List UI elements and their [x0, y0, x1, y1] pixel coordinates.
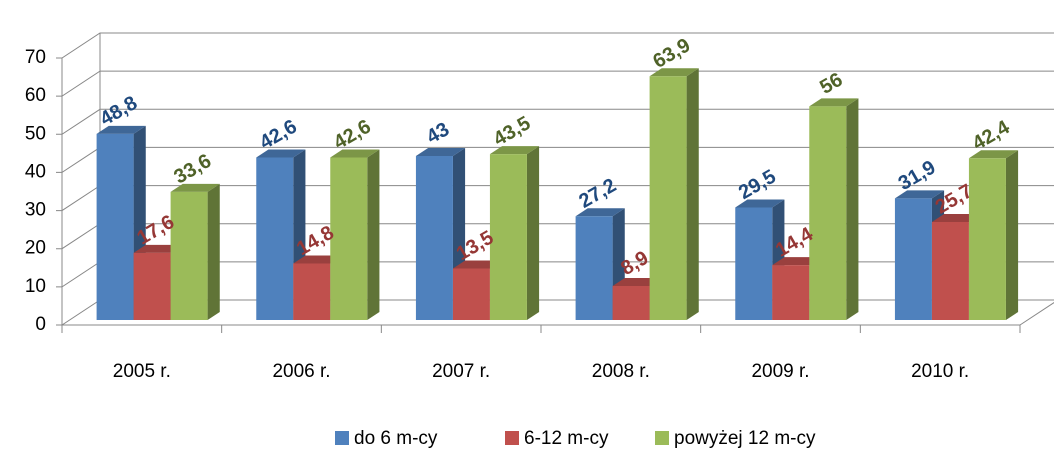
- bar-face: [452, 268, 490, 320]
- bar-face: [612, 278, 662, 287]
- bar-face: [170, 191, 208, 320]
- legend-label: do 6 m-cy: [354, 428, 438, 449]
- bar-face: [649, 76, 687, 320]
- y-tick-label: 20: [25, 238, 46, 259]
- bar-face: [256, 149, 306, 158]
- floor-edge: [1019, 302, 1054, 326]
- bar: [649, 68, 699, 320]
- bar-face: [846, 98, 859, 321]
- bar-face: [256, 157, 294, 320]
- value-label: 42,4: [969, 116, 1014, 155]
- bar-face: [772, 265, 810, 320]
- x-tick-label: 2010 r.: [911, 361, 969, 382]
- legend-swatch: [655, 431, 669, 445]
- grid-line: [56, 185, 1054, 212]
- bar-face: [686, 68, 699, 320]
- bar-face: [330, 149, 380, 158]
- bar: [489, 146, 540, 320]
- bar-face: [526, 146, 540, 320]
- value-label: 31,9: [895, 156, 940, 195]
- bar-face: [415, 155, 453, 320]
- value-label: 48,8: [96, 92, 141, 131]
- y-tick-label: 60: [25, 85, 46, 106]
- legend-swatch: [505, 431, 519, 445]
- x-tick-label: 2007 r.: [432, 361, 490, 382]
- bar-face: [809, 98, 859, 107]
- bar-face: [649, 68, 699, 77]
- bar: [809, 98, 859, 321]
- value-label: 56: [816, 69, 846, 99]
- bar: [330, 149, 380, 320]
- bar-face: [575, 216, 613, 320]
- bar-face: [735, 207, 773, 320]
- bar-face: [489, 146, 540, 155]
- value-label: 42,6: [330, 116, 375, 155]
- bar-face: [735, 199, 785, 208]
- value-label: 29,5: [735, 166, 780, 205]
- legend-label: 6-12 m-cy: [524, 428, 609, 449]
- y-tick-label: 0: [35, 314, 46, 335]
- bar-face: [489, 154, 527, 320]
- value-label: 63,9: [649, 34, 694, 73]
- bar-face: [415, 147, 466, 156]
- value-label: 33,6: [170, 150, 215, 189]
- bar-face: [293, 255, 343, 264]
- bar-face: [330, 157, 368, 320]
- bar-face: [1005, 150, 1019, 320]
- bar: [575, 208, 625, 320]
- bar-face: [96, 133, 134, 320]
- bar-face: [207, 183, 220, 320]
- bar-face: [931, 213, 982, 222]
- grid-line: [56, 70, 1054, 97]
- bar: [170, 183, 220, 320]
- grid-line: [56, 108, 1054, 135]
- bar-face: [170, 183, 220, 192]
- bar-face: [894, 190, 945, 199]
- bar-face: [894, 198, 932, 320]
- bar-face: [367, 149, 380, 320]
- y-tick-label: 50: [25, 123, 46, 144]
- bar-face: [133, 252, 171, 320]
- legend-label: powyżej 12 m-cy: [674, 428, 816, 449]
- value-label: 42,6: [256, 116, 301, 155]
- bar-face: [293, 263, 331, 320]
- bar-face: [612, 286, 650, 320]
- bar-face: [452, 260, 503, 269]
- y-tick-label: 10: [25, 276, 46, 297]
- bar-face: [968, 158, 1006, 320]
- y-tick-label: 70: [25, 47, 46, 68]
- bar-face: [931, 221, 969, 320]
- x-tick-label: 2008 r.: [592, 361, 650, 382]
- y-tick-label: 40: [25, 161, 46, 182]
- bar-face: [809, 106, 847, 321]
- grid-line: [56, 32, 1054, 59]
- value-label: 27,2: [575, 174, 620, 213]
- bar-face: [96, 125, 146, 134]
- grid-line: [56, 146, 1054, 173]
- y-tick-label: 30: [25, 200, 46, 221]
- bar-face: [968, 150, 1019, 159]
- value-label: 43,5: [490, 112, 535, 151]
- bar-face: [133, 244, 183, 253]
- bar: [256, 149, 306, 320]
- x-tick-label: 2009 r.: [751, 361, 809, 382]
- value-label: 43: [423, 118, 453, 148]
- x-tick-label: 2006 r.: [272, 361, 330, 382]
- x-tick-label: 2005 r.: [113, 361, 171, 382]
- bar: [968, 150, 1019, 320]
- legend-swatch: [335, 431, 349, 445]
- bar-face: [772, 257, 822, 266]
- bar-face: [575, 208, 625, 217]
